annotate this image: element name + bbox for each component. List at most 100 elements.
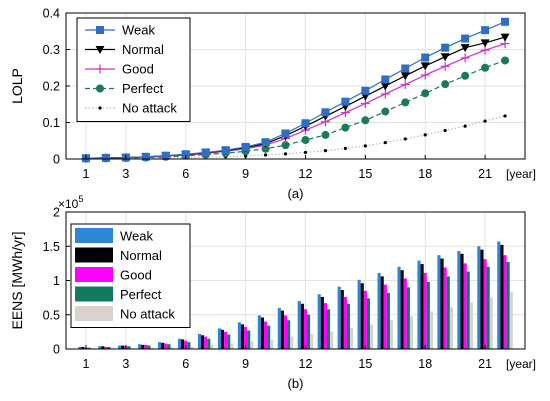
point-weak [481, 26, 490, 35]
point-weak [281, 129, 290, 138]
bar-weak [357, 279, 361, 349]
point-perfect [401, 98, 410, 107]
point-perfect [341, 123, 350, 132]
legend-marker [95, 64, 105, 74]
bar-good [423, 272, 427, 349]
bar-good [343, 296, 347, 349]
bar-normal [181, 339, 185, 349]
bar-weak [98, 346, 102, 349]
y-tick-label: 0.1 [43, 116, 60, 130]
legend-label: Perfect [122, 81, 164, 96]
bar-weak [497, 241, 501, 349]
bar-perfect [287, 320, 291, 349]
point-perfect [461, 71, 470, 80]
x-tick-label: 18 [418, 167, 432, 181]
bar-no-attack [210, 344, 214, 349]
legend-box [76, 17, 191, 122]
bar-normal [420, 264, 424, 349]
bar-good [144, 344, 148, 349]
point-no-attack [343, 146, 347, 151]
legend-label: No attack [120, 307, 175, 322]
point-no-attack [283, 152, 288, 156]
bar-perfect [426, 281, 430, 349]
bar-perfect [187, 342, 191, 349]
series-perfect [87, 262, 510, 349]
bar-weak [257, 315, 261, 349]
bar-weak [477, 246, 481, 349]
bar-good [323, 303, 327, 349]
bar-weak [237, 322, 241, 349]
y-tick-label: 0 [53, 343, 60, 357]
bar-weak [197, 333, 202, 349]
bar-perfect [406, 287, 410, 349]
bar-normal [161, 342, 165, 349]
bar-no-attack [310, 333, 314, 349]
bar-normal [480, 249, 484, 349]
eens-x-unit-label: [year] [506, 357, 536, 371]
series-normal [81, 244, 504, 349]
legend-marker [95, 46, 105, 54]
point-perfect [501, 56, 510, 65]
bar-normal [260, 317, 265, 349]
bar-perfect [167, 344, 171, 349]
point-perfect [381, 107, 390, 116]
series-line-weak [85, 21, 506, 159]
point-no-attack [443, 128, 447, 133]
bar-perfect [366, 298, 371, 349]
legend-item-normal: Normal [75, 247, 162, 263]
lolp-panel-label: (a) [288, 186, 304, 201]
bar-good [164, 343, 168, 349]
point-weak [381, 75, 390, 84]
legend-label: Good [120, 268, 152, 283]
point-normal [480, 39, 490, 48]
bar-good [244, 327, 248, 349]
bar-weak [417, 260, 421, 349]
bar-perfect [147, 345, 151, 349]
bar-no-attack [190, 346, 194, 349]
bar-perfect [207, 338, 211, 349]
point-no-attack [323, 149, 328, 153]
bar-no-attack [170, 346, 174, 349]
legend-marker [96, 26, 104, 34]
bar-weak [337, 286, 341, 349]
bar-perfect [227, 334, 231, 349]
legend-item-normal: Normal [85, 42, 164, 57]
bar-perfect [87, 347, 91, 349]
bar-perfect [466, 271, 470, 349]
bar-normal [340, 290, 344, 349]
point-weak [361, 86, 370, 95]
point-perfect [281, 141, 290, 150]
bar-normal [320, 296, 324, 349]
bar-weak [397, 266, 401, 349]
bar-perfect [247, 330, 251, 349]
point-weak [401, 64, 410, 73]
point-weak [301, 119, 310, 128]
point-perfect [301, 136, 310, 145]
point-weak [321, 108, 330, 117]
eens-exponent-power: 5 [78, 194, 83, 204]
y-tick-label: 1 [53, 274, 60, 288]
point-weak [241, 142, 250, 151]
bar-weak [437, 255, 441, 349]
bar-no-attack [150, 347, 154, 349]
bar-good [403, 278, 407, 349]
point-no-attack [263, 153, 268, 157]
point-normal [460, 44, 470, 53]
x-tick-label: 9 [242, 357, 249, 371]
y-tick-label: 0.4 [43, 7, 60, 21]
point-good [400, 80, 410, 90]
eens-y-axis-label: EENS [MWh/yr] [9, 231, 25, 329]
bar-good [184, 340, 188, 349]
bar-no-attack [250, 341, 254, 349]
bar-good [463, 263, 467, 349]
point-weak [101, 153, 110, 162]
bar-no-attack [469, 302, 473, 349]
series-line-perfect [85, 59, 506, 159]
eens-exponent-label: ×105 [58, 194, 83, 211]
bar-no-attack [409, 316, 414, 349]
point-normal [380, 82, 390, 91]
bar-weak [157, 342, 162, 349]
y-tick-label: 2 [53, 206, 60, 220]
legend-label: Normal [120, 248, 162, 263]
